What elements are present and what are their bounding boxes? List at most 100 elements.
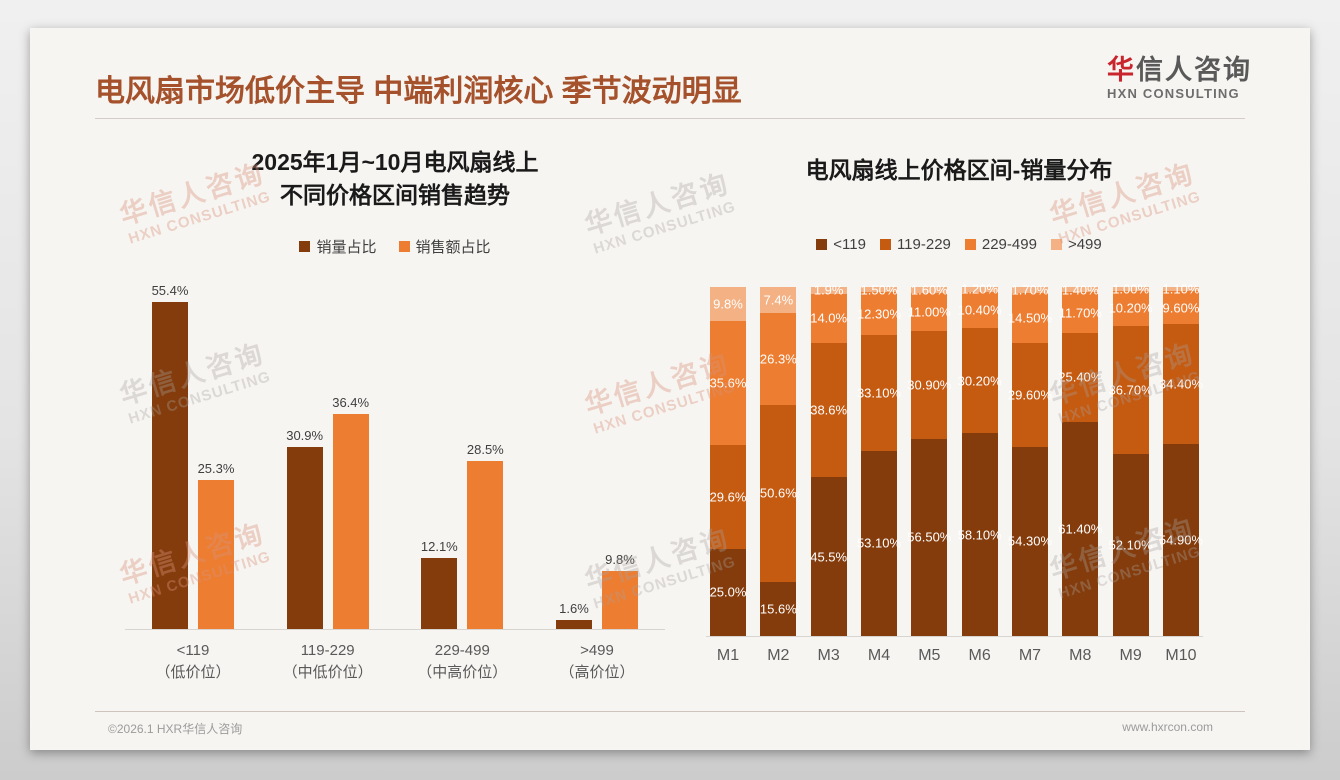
stacked-segment: 1.20% <box>961 282 998 297</box>
segment-value-label: 58.10% <box>957 527 1002 543</box>
segment-value-label: 9.60% <box>1162 300 1200 316</box>
legend-label: <119 <box>833 236 866 253</box>
segment-value-label: 10.40% <box>957 302 1002 318</box>
segment-value-label: 1.9% <box>813 282 844 298</box>
bar-group: 55.4% 25.3% <box>133 275 253 629</box>
bar: 9.8% <box>601 552 638 629</box>
footer-copyright: ©2026.1 HXR华信人咨询 <box>108 722 243 736</box>
stacked-segment: 9.60% <box>1162 290 1200 325</box>
bar: 36.4% <box>332 395 369 629</box>
segment-value-label: 61.40% <box>1058 521 1103 537</box>
stacked-segment: 1.10% <box>1163 281 1200 296</box>
stacked-segment: 10.40% <box>958 291 1002 328</box>
left-chart-categories: <119 （低价位） 119-229 （中低价位） 229-499 （中高价位） >499 （… <box>125 640 665 684</box>
month-label: M8 <box>1069 647 1092 664</box>
stacked-segment: 1.40% <box>1062 282 1099 297</box>
stacked-bar: 54.30% 29.60% 14.50% 1.70% <box>1008 282 1052 636</box>
month-label: M7 <box>1018 647 1042 664</box>
segment-value-label: 33.10% <box>856 385 902 401</box>
legend-item: 119-229 <box>879 236 951 253</box>
legend-item: 229-499 <box>964 236 1037 253</box>
stacked-bar: 54.90% 34.40% 9.60% 1.10% <box>1158 281 1203 636</box>
legend-swatch <box>299 241 311 252</box>
stacked-segment: 50.6% <box>759 404 797 582</box>
segment-value-label: 50.6% <box>759 485 797 501</box>
segment-value-label: 30.90% <box>907 377 952 393</box>
segment-value-label: 30.20% <box>957 373 1002 389</box>
legend-item: <119 <box>816 236 866 253</box>
month-label: M9 <box>1119 647 1142 664</box>
stacked-segment: 15.6% <box>759 581 797 636</box>
category-tier: （低价位） <box>155 663 231 681</box>
stacked-segment: 29.60% <box>1008 343 1052 447</box>
footer-website: www.hxrcon.com <box>1122 720 1213 734</box>
segment-value-label: 54.90% <box>1158 532 1203 548</box>
stacked-segment: 33.10% <box>857 335 901 451</box>
month-label: M5 <box>918 647 941 664</box>
segment-value-label: 56.50% <box>907 529 952 545</box>
stacked-bar: 56.50% 30.90% 11.00% 1.60% <box>907 282 952 636</box>
stacked-segment: 10.20% <box>1109 290 1153 327</box>
stacked-bar: 53.10% 33.10% 12.30% 1.50% <box>856 282 902 636</box>
left-chart-title-line1: 2025年1月~10月电风扇线上 <box>251 149 539 175</box>
bar: 25.3% <box>198 461 234 629</box>
segment-value-label: 29.60% <box>1007 387 1053 403</box>
legend-label: 销量占比 <box>316 239 377 256</box>
category-label: 229-499 （中高价位） <box>402 640 522 684</box>
stacked-segment: 36.70% <box>1109 326 1153 455</box>
segment-value-label: 7.4% <box>763 292 794 308</box>
stacked-segment: 11.00% <box>908 292 951 331</box>
legend-swatch <box>964 239 976 250</box>
category-label: >499 （高价位） <box>537 640 657 684</box>
stacked-segment: 1.60% <box>911 282 948 297</box>
segment-value-label: 14.0% <box>810 310 848 326</box>
stacked-segment: 25.0% <box>710 548 746 636</box>
category-label: 119-229 （中低价位） <box>268 640 388 684</box>
legend-item: 销量占比 <box>299 236 377 257</box>
logo-english-text: HXN CONSULTING <box>1107 85 1240 101</box>
bar: 30.9% <box>286 428 323 629</box>
segment-value-label: 11.70% <box>1058 305 1102 321</box>
stacked-segment: 45.5% <box>810 477 848 636</box>
bar-value-label: 36.4% <box>332 395 370 411</box>
page-title: 电风扇市场低价主导 中端利润核心 季节波动明显 <box>95 75 742 108</box>
bar-value-label: 12.1% <box>420 538 458 554</box>
segment-value-label: 45.5% <box>810 549 848 565</box>
bar-value-label: 1.6% <box>559 600 589 616</box>
right-chart-plot: 25.0% 29.6% 35.6% 9.8% 15.6% 50.6% 26.3% 7.4% 45… <box>706 281 1203 637</box>
stacked-segment: 7.4% <box>760 287 797 314</box>
right-chart-title: 电风扇线上价格区间-销量分布 <box>805 157 1113 183</box>
company-logo: 华信人咨询 HXN CONSULTING <box>1107 55 1252 101</box>
category-tier: （高价位） <box>559 663 635 681</box>
category-label: <119 （低价位） <box>133 640 253 684</box>
category-range: 229-499 <box>434 642 490 659</box>
logo-red-char: 华 <box>1107 55 1136 85</box>
logo-gray-chars: 信人咨询 <box>1136 55 1252 85</box>
legend-label: 119-229 <box>896 236 951 253</box>
bar: 12.1% <box>421 539 458 629</box>
segment-value-label: 36.70% <box>1108 382 1153 398</box>
month-label: M10 <box>1165 647 1197 664</box>
month-label: M2 <box>767 647 790 664</box>
segment-value-label: 15.6% <box>759 601 797 617</box>
bar-group: 12.1% 28.5% <box>402 275 522 629</box>
stacked-segment: 53.10% <box>857 450 901 636</box>
segment-value-label: 1.70% <box>1011 282 1049 298</box>
segment-value-label: 12.30% <box>856 306 902 322</box>
bar: 28.5% <box>467 442 504 629</box>
month-label: M6 <box>968 647 991 664</box>
legend-label: 229-499 <box>981 236 1037 253</box>
segment-value-label: 1.00% <box>1112 281 1150 297</box>
stacked-segment: 30.90% <box>907 331 951 439</box>
category-tier: （中高价位） <box>417 663 508 681</box>
stacked-segment: 1.00% <box>1112 281 1149 296</box>
stacked-segment: 1.70% <box>1012 282 1049 297</box>
right-chart-categories: M1 M2 M3 M4 M5 M6 M7 M8 M9 M10 <box>706 647 1203 665</box>
stacked-segment: 26.3% <box>760 313 797 405</box>
left-chart-title: 2025年1月~10月电风扇线上 不同价格区间销售趋势 <box>125 146 665 213</box>
segment-value-label: 10.20% <box>1108 300 1153 316</box>
bar-value-label: 30.9% <box>286 427 324 443</box>
bar: 1.6% <box>555 601 592 629</box>
category-range: >499 <box>580 642 614 659</box>
